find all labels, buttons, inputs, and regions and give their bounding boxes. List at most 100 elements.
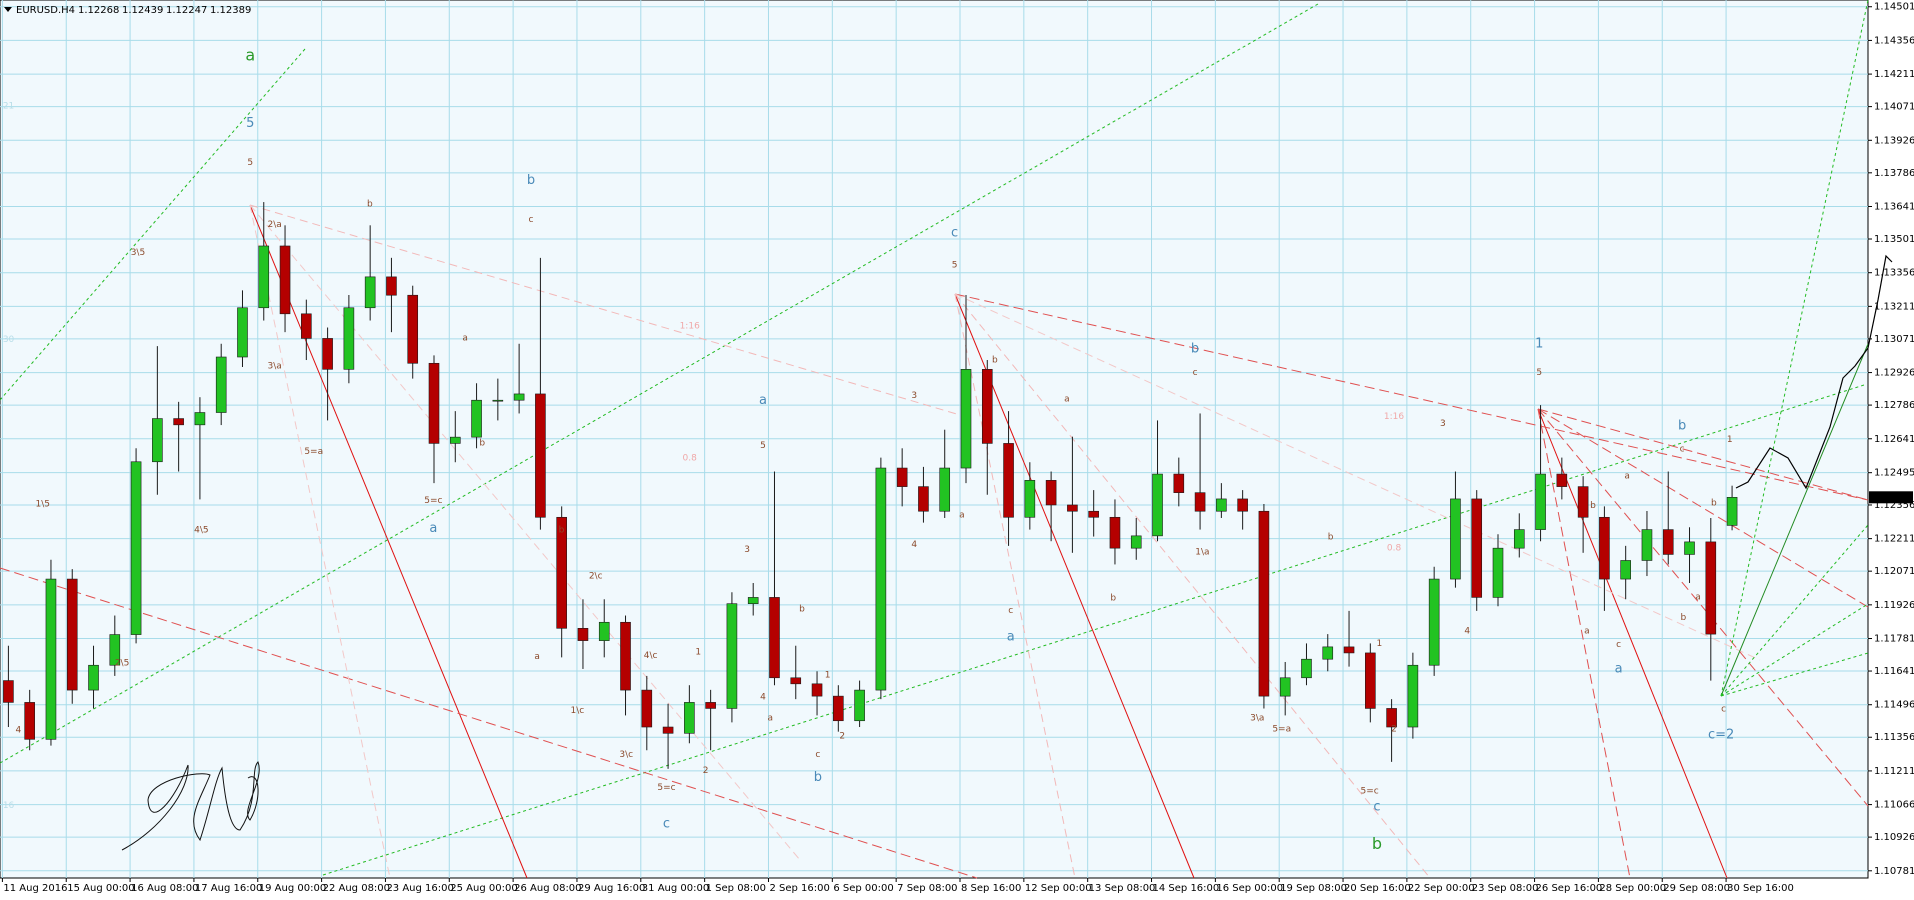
candle-body [1130, 535, 1142, 549]
candle-body [1577, 486, 1589, 518]
x-tick-label: 23 Sep 08:00 [1472, 883, 1539, 894]
wave-label: 5 [1536, 368, 1542, 378]
high-value: 1.12439 [122, 5, 163, 16]
y-tick-label: 1.14356 [1874, 35, 1914, 46]
wave-label: 0.8 [1387, 544, 1402, 554]
x-tick-label: 1 Sep 08:00 [706, 883, 766, 894]
wave-label: 2\c [589, 572, 603, 582]
candle-body [1684, 541, 1695, 555]
candle-body [1492, 547, 1504, 598]
candle-body [1067, 504, 1078, 512]
wave-label: a [1695, 592, 1701, 602]
candle-body [1705, 541, 1717, 635]
y-tick-label: 1.11496 [1874, 700, 1914, 711]
candle-body [833, 695, 844, 722]
x-tick-label: 16 Sep 00:00 [1216, 883, 1283, 894]
candle-body [130, 461, 142, 635]
projection-path [1867, 254, 1893, 349]
wave-label: b [799, 605, 805, 615]
candle-body [705, 702, 716, 709]
fan-line [1720, 603, 1869, 697]
wave-label: 3\c [619, 750, 633, 760]
candle-body [1386, 708, 1397, 728]
candle-body [684, 702, 695, 734]
grid [0, 0, 1868, 878]
trend-line [954, 293, 1195, 879]
fan-line [1720, 0, 1869, 697]
y-tick-label: 1.11211 [1874, 766, 1914, 777]
wave-label: 4 [1464, 627, 1470, 637]
y-tick-label: 1.14211 [1874, 69, 1914, 80]
trend-line [954, 293, 1869, 501]
candle-body [343, 307, 355, 370]
candle-body [875, 467, 887, 691]
price-tag [1869, 491, 1913, 504]
wave-label: 1\a [1195, 547, 1209, 557]
wave-label: b [1678, 419, 1686, 434]
symbol: EURUSD.H4 [16, 5, 75, 16]
candle-body [1003, 443, 1014, 518]
candle-body [109, 634, 121, 666]
wave-label: 30 [3, 335, 15, 345]
candle-body [45, 578, 57, 740]
menu-marker [4, 7, 12, 12]
trend-line [1537, 408, 1869, 608]
candles [3, 202, 1738, 769]
x-tick-label: 15 Aug 00:00 [67, 883, 134, 894]
y-tick-label: 1.11066 [1874, 800, 1914, 811]
candle-body [24, 702, 35, 740]
wave-label: c [1680, 445, 1685, 455]
wave-label: b [1711, 498, 1717, 508]
candle-body [1513, 529, 1525, 549]
x-tick-label: 26 Sep 16:00 [1536, 883, 1603, 894]
wave-label: 1 [1377, 639, 1383, 649]
candle-body [471, 399, 482, 438]
y-tick-label: 1.13071 [1874, 334, 1914, 345]
close-value: 1.12389 [210, 5, 251, 16]
wave-label: c [1721, 705, 1726, 715]
wave-label: a [245, 46, 255, 65]
candle-body [1343, 646, 1355, 654]
x-tick-label: 6 Sep 00:00 [833, 883, 893, 894]
trend-line [0, 3, 1319, 764]
wave-label: a [1007, 630, 1015, 645]
x-tick-label: 22 Aug 08:00 [323, 883, 390, 894]
wave-label: c [815, 750, 820, 760]
x-tick-label: 12 Sep 00:00 [1025, 883, 1092, 894]
x-tick-label: 26 Aug 08:00 [514, 883, 581, 894]
wave-label: 1\c [571, 706, 585, 716]
fan-line [249, 204, 961, 416]
candle-body [407, 294, 419, 364]
candle-body [790, 677, 802, 685]
y-tick-label: 1.12786 [1874, 400, 1914, 411]
fan-line [954, 293, 1761, 661]
candle-body [279, 245, 291, 315]
wave-label: a [429, 521, 437, 536]
wave-label: 2 [1391, 724, 1397, 734]
wave-label: a [1584, 627, 1590, 637]
y-tick-label: 1.12356 [1874, 500, 1914, 511]
wave-label: c [663, 816, 670, 831]
wave-label: 3\a [268, 362, 282, 372]
x-tick-label: 14 Sep 16:00 [1153, 883, 1220, 894]
wave-label: 5 [760, 441, 766, 451]
wave-label: a [768, 713, 774, 723]
trend-line [249, 204, 528, 879]
candle-body [960, 369, 972, 469]
y-tick-label: 1.13501 [1874, 234, 1914, 245]
x-tick-label: 25 Aug 00:00 [450, 883, 517, 894]
wave-label: a [462, 334, 468, 344]
candle-body [620, 621, 631, 691]
wave-label: 1:16 [680, 321, 700, 331]
x-tick-label: 30 Sep 16:00 [1727, 883, 1794, 894]
fan-line [249, 204, 391, 879]
wave-label: a [1064, 395, 1070, 405]
candle-body [1428, 578, 1440, 666]
candle-body [1599, 516, 1610, 580]
price-tag-label: 1.12389 [1872, 492, 1913, 503]
wave-label: 1 [825, 671, 831, 681]
wave-label: 3 [1440, 419, 1446, 429]
candle-body [1535, 473, 1546, 530]
candle-body [492, 399, 504, 402]
